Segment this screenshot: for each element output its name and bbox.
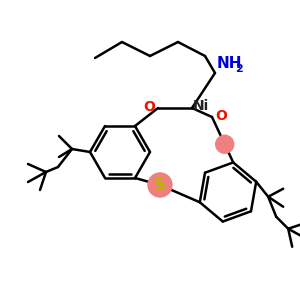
Text: O: O	[215, 109, 227, 123]
Text: O: O	[143, 100, 155, 114]
Text: Ni: Ni	[193, 99, 209, 113]
Text: S: S	[154, 176, 166, 194]
Circle shape	[216, 135, 234, 153]
Circle shape	[148, 173, 172, 197]
Text: 2: 2	[235, 64, 243, 74]
Text: NH: NH	[217, 56, 242, 71]
